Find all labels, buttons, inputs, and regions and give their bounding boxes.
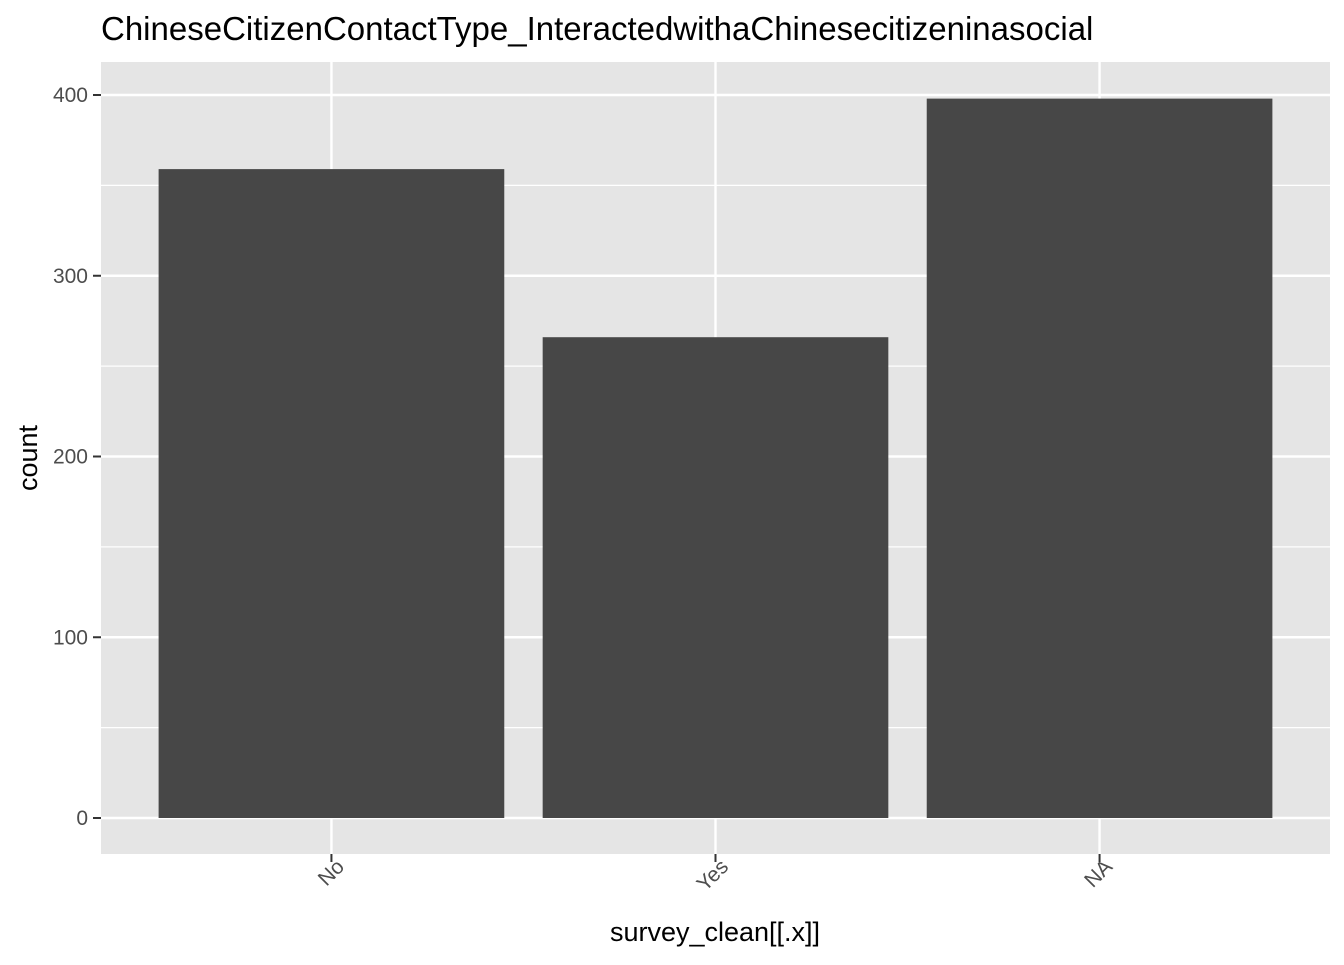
chart-title: ChineseCitizenContactType_Interactedwith… [101, 10, 1093, 47]
y-tick-label: 100 [53, 626, 88, 649]
y-axis-label: count [13, 424, 43, 491]
bar-no [158, 169, 505, 819]
y-tick-label: 300 [53, 265, 88, 288]
bar-na [926, 98, 1273, 819]
y-tick-label: 0 [76, 807, 88, 830]
y-tick-label: 400 [53, 84, 88, 107]
y-tick-label: 200 [53, 446, 88, 469]
bar-yes [542, 337, 889, 818]
x-axis-label: survey_clean[[.x]] [610, 917, 820, 947]
